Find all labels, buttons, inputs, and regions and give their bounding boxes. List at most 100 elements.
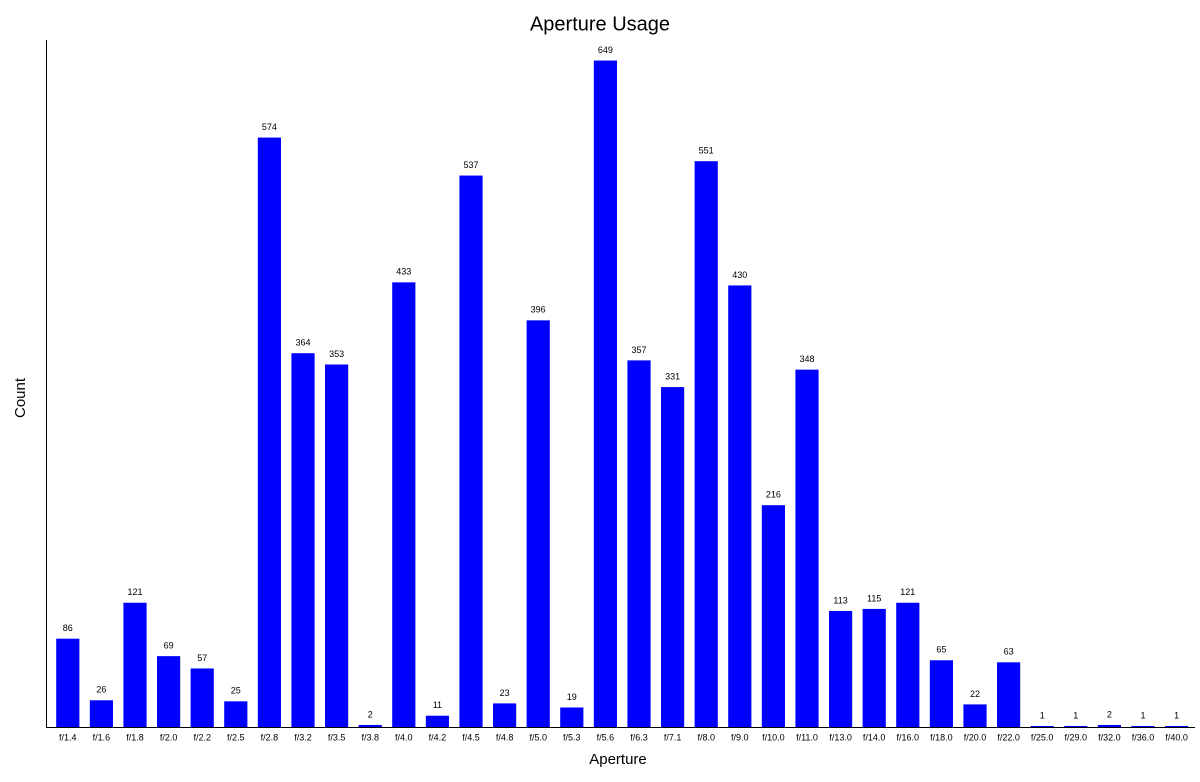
value-label: 433 xyxy=(396,267,411,277)
value-label: 216 xyxy=(766,490,781,500)
x-tick-label: f/4.8 xyxy=(496,732,514,742)
value-label: 19 xyxy=(567,692,577,702)
value-label: 26 xyxy=(96,685,106,695)
x-tick-label: f/18.0 xyxy=(930,732,953,742)
x-tick-label: f/14.0 xyxy=(863,732,886,742)
value-label: 65 xyxy=(936,645,946,655)
bar xyxy=(157,656,181,727)
bar xyxy=(896,602,920,727)
value-label: 57 xyxy=(197,653,207,663)
bar xyxy=(425,715,449,727)
value-label: 23 xyxy=(500,688,510,698)
x-axis-label: Aperture xyxy=(589,751,647,768)
y-axis-label: Count xyxy=(12,377,29,418)
value-label: 121 xyxy=(127,587,142,597)
x-tick-label: f/5.0 xyxy=(529,732,547,742)
value-label: 551 xyxy=(699,146,714,156)
chart-title: Aperture Usage xyxy=(530,13,670,35)
bar xyxy=(56,638,80,727)
value-label: 2 xyxy=(1107,709,1112,719)
x-tick-label: f/2.8 xyxy=(261,732,279,742)
x-tick-label: f/40.0 xyxy=(1165,732,1188,742)
x-tick-label: f/8.0 xyxy=(697,732,715,742)
bar xyxy=(325,364,349,727)
value-label: 357 xyxy=(631,345,646,355)
x-tick-label: f/6.3 xyxy=(630,732,648,742)
x-tick-label: f/3.5 xyxy=(328,732,346,742)
bar xyxy=(358,724,382,727)
x-tick-label: f/3.8 xyxy=(361,732,379,742)
bar xyxy=(997,662,1021,727)
x-tick-label: f/32.0 xyxy=(1098,732,1121,742)
value-label: 69 xyxy=(164,641,174,651)
value-label: 353 xyxy=(329,349,344,359)
value-label: 22 xyxy=(970,689,980,699)
x-tick-label: f/3.2 xyxy=(294,732,312,742)
value-label: 430 xyxy=(732,270,747,280)
x-tick-label: f/5.6 xyxy=(597,732,615,742)
x-tick-label: f/22.0 xyxy=(997,732,1020,742)
x-tick-label: f/25.0 xyxy=(1031,732,1054,742)
bar xyxy=(224,701,248,727)
x-tick-label: f/5.3 xyxy=(563,732,581,742)
x-tick-label: f/13.0 xyxy=(829,732,852,742)
bar xyxy=(392,282,416,727)
bar xyxy=(89,700,113,727)
value-label: 331 xyxy=(665,371,680,381)
bar xyxy=(627,360,651,727)
bar xyxy=(661,387,685,727)
value-label: 364 xyxy=(295,338,310,348)
bar xyxy=(1165,725,1189,727)
value-label: 1 xyxy=(1174,710,1179,720)
x-tick-label: f/4.5 xyxy=(462,732,480,742)
x-tick-label: f/20.0 xyxy=(964,732,987,742)
value-label: 348 xyxy=(799,354,814,364)
x-tick-label: f/36.0 xyxy=(1132,732,1155,742)
x-tick-label: f/29.0 xyxy=(1065,732,1088,742)
bar xyxy=(257,137,281,728)
bar xyxy=(1097,724,1121,727)
x-tick-label: f/2.0 xyxy=(160,732,178,742)
value-label: 11 xyxy=(433,700,442,710)
x-tick-label: f/11.0 xyxy=(796,732,818,742)
bar xyxy=(291,353,315,727)
x-tick-label: f/9.0 xyxy=(731,732,749,742)
bar xyxy=(123,602,147,727)
x-tick-label: f/1.8 xyxy=(126,732,144,742)
bar xyxy=(963,704,987,727)
x-tick-label: f/4.2 xyxy=(429,732,447,742)
bar xyxy=(761,505,785,727)
value-label: 113 xyxy=(833,595,847,605)
value-label: 86 xyxy=(63,623,73,633)
bar xyxy=(728,285,752,727)
bar xyxy=(493,703,517,727)
x-tick-label: f/4.0 xyxy=(395,732,413,742)
bar xyxy=(1064,725,1088,727)
value-label: 1 xyxy=(1140,710,1145,720)
value-label: 537 xyxy=(463,160,478,170)
x-tick-label: f/2.5 xyxy=(227,732,245,742)
value-label: 25 xyxy=(231,686,241,696)
value-label: 1 xyxy=(1040,710,1045,720)
value-label: 121 xyxy=(900,587,915,597)
bar xyxy=(694,161,718,728)
x-tick-label: f/1.4 xyxy=(59,732,77,742)
bar xyxy=(795,369,819,727)
bar xyxy=(190,668,214,727)
bar xyxy=(862,608,886,727)
x-tick-label: f/1.6 xyxy=(93,732,111,742)
bar xyxy=(593,60,617,728)
value-label: 1 xyxy=(1073,710,1078,720)
value-label: 649 xyxy=(598,45,613,55)
value-label: 115 xyxy=(867,593,881,603)
bar xyxy=(1030,725,1054,727)
x-tick-label: f/2.2 xyxy=(193,732,211,742)
bar xyxy=(829,610,853,727)
bar xyxy=(1131,725,1155,727)
value-label: 63 xyxy=(1004,647,1014,657)
x-tick-label: f/7.1 xyxy=(664,732,682,742)
bar xyxy=(560,707,584,727)
value-label: 574 xyxy=(262,122,277,132)
